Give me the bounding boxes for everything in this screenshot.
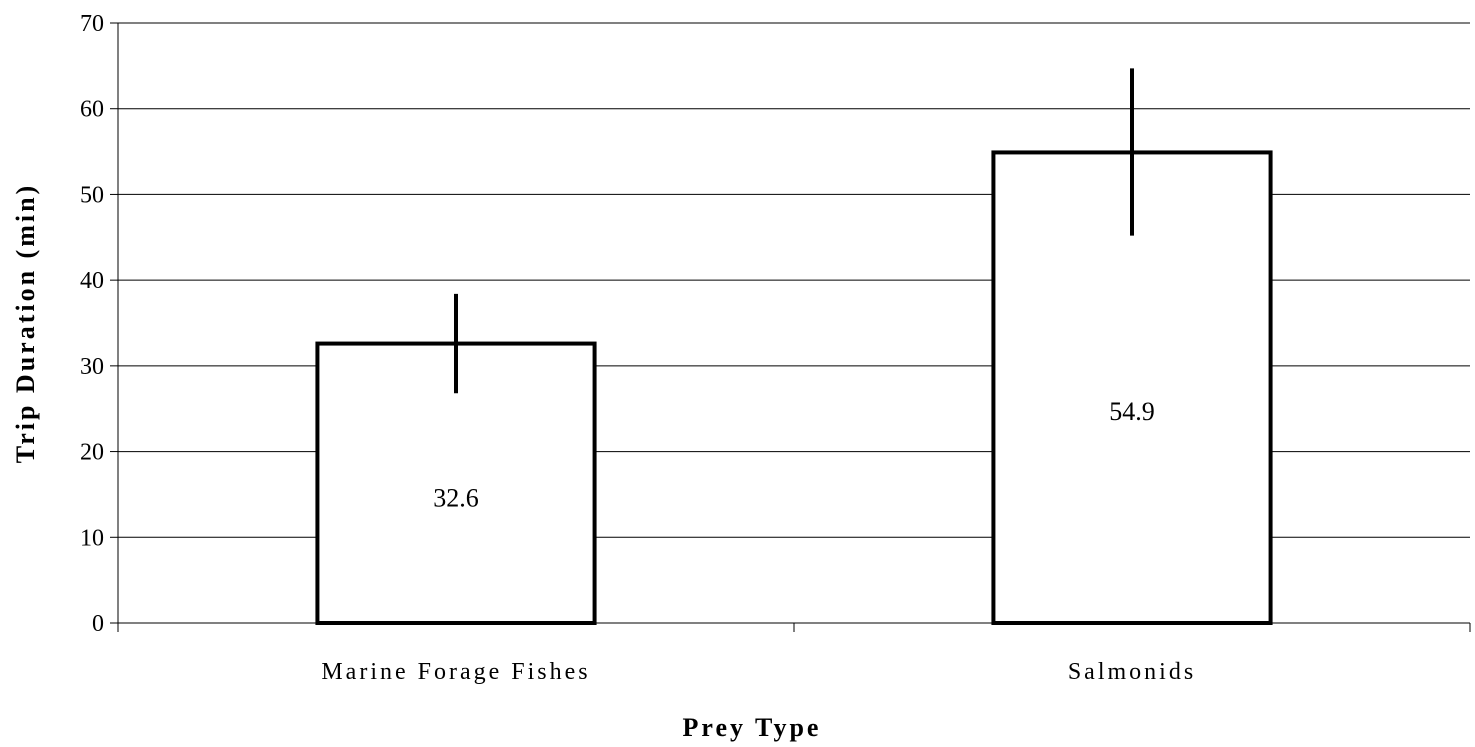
y-tick-label: 50 xyxy=(80,182,104,208)
x-category-label: Salmonids xyxy=(1068,659,1196,685)
y-tick-label: 0 xyxy=(92,611,104,637)
x-axis-title: Prey Type xyxy=(683,713,822,742)
y-tick-label: 40 xyxy=(80,268,104,294)
data-label: 54.9 xyxy=(1109,397,1155,426)
x-category-labels: Marine Forage Fishes Salmonids xyxy=(321,659,1196,685)
x-category-label: Marine Forage Fishes xyxy=(321,659,590,685)
y-axis-title: Trip Duration (min) xyxy=(11,183,40,463)
data-label: 32.6 xyxy=(433,483,479,512)
y-tick-label: 70 xyxy=(80,11,104,37)
data-labels: 32.6 54.9 xyxy=(433,397,1155,512)
y-tick-labels: 0 10 20 30 40 50 60 70 xyxy=(80,11,104,637)
y-tick-label: 20 xyxy=(80,440,104,466)
axes xyxy=(117,23,1470,624)
y-tick-label: 10 xyxy=(80,525,104,551)
y-tick-label: 30 xyxy=(80,354,104,380)
y-tick-label: 60 xyxy=(80,97,104,123)
bars xyxy=(315,150,1273,626)
error-bars xyxy=(454,68,1134,394)
